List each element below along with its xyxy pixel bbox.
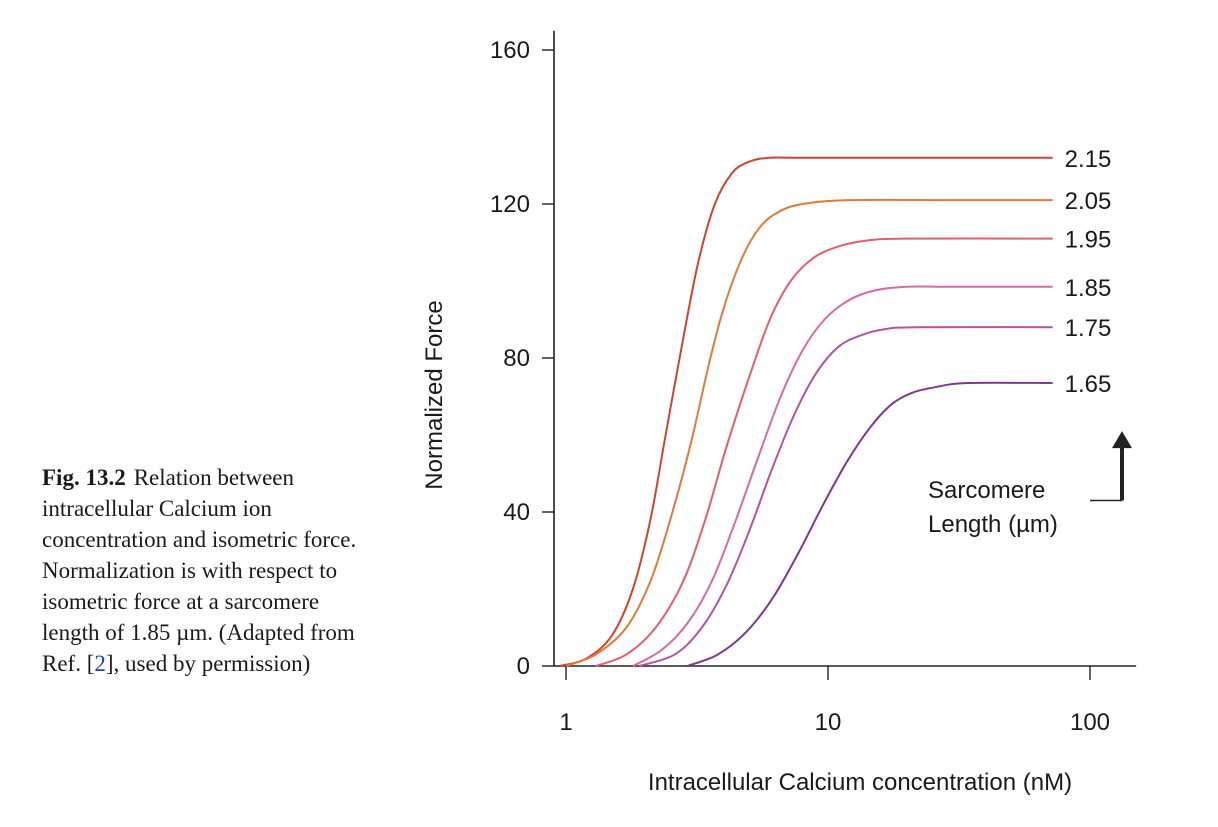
x-tick-label: 100 (1070, 709, 1110, 736)
series-label-1-65: 1.65 (1065, 371, 1112, 398)
y-tick-label: 160 (490, 37, 530, 64)
series-line-1-75 (638, 326, 1053, 667)
caption-reference-link[interactable]: 2 (94, 651, 106, 676)
y-tick-label: 0 (517, 653, 530, 680)
series-label-2-05: 2.05 (1065, 188, 1112, 215)
series-label-1-75: 1.75 (1065, 315, 1112, 342)
y-tick-label: 80 (503, 345, 530, 372)
y-axis-title: Normalized Force (421, 300, 448, 489)
series-line-1-85 (632, 285, 1053, 667)
y-tick-label: 120 (490, 191, 530, 218)
caption-text-end: ], used by permission) (105, 651, 311, 676)
annotation-text-line1: Sarcomere (928, 477, 1045, 504)
series-labels: 2.15 2.05 1.95 1.85 1.75 1.65 (1065, 146, 1112, 398)
caption-text: Relation between intracellular Calcium i… (42, 465, 357, 676)
y-tick-label: 40 (503, 499, 530, 526)
series-label-2-15: 2.15 (1065, 146, 1112, 173)
x-tick-label: 1 (559, 709, 572, 736)
sarcomere-annotation: Sarcomere Length (µm) (928, 431, 1132, 538)
series-line-2-15 (559, 156, 1053, 667)
series-line-2-05 (565, 198, 1053, 667)
series-line-1-95 (595, 237, 1053, 667)
series-line-1-65 (686, 381, 1053, 667)
x-axis-title: Intracellular Calcium concentration (nM) (648, 769, 1072, 796)
series-label-1-95: 1.95 (1065, 227, 1112, 254)
series-label-1-85: 1.85 (1065, 275, 1112, 302)
chart-series (559, 156, 1053, 667)
figure-label: Fig. 13.2 (42, 465, 126, 490)
annotation-text-line2: Length (µm) (928, 511, 1058, 538)
x-tick-label: 10 (815, 709, 842, 736)
chart-axes: 1 10 100 0 40 80 120 160 (490, 30, 1137, 736)
up-arrow-icon (1112, 431, 1132, 449)
figure-caption: Fig. 13.2 Relation between intracellular … (42, 462, 362, 679)
